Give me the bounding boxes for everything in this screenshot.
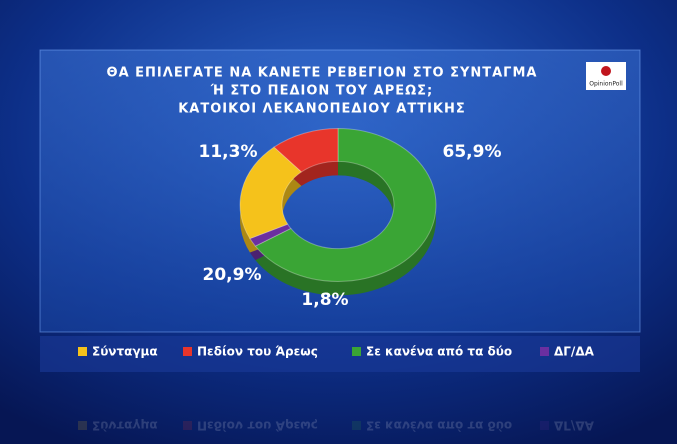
legend-label: ΔΓ/ΔΑ — [554, 419, 595, 433]
data-label: 65,9% — [443, 142, 502, 162]
slice — [239, 146, 303, 240]
slice — [254, 128, 437, 282]
legend-label: Πεδίον του Άρεως — [197, 419, 318, 433]
legend-swatch — [183, 421, 192, 430]
slice — [273, 128, 339, 173]
legend-swatch — [540, 347, 549, 356]
legend-swatch — [352, 347, 361, 356]
legend-swatch — [78, 347, 87, 356]
legend-swatch — [78, 421, 87, 430]
chart-title: ΚΑΤΟΙΚΟΙ ΛΕΚΑΝΟΠΕΔΙΟΥ ΑΤΤΙΚΗΣ — [178, 102, 466, 117]
legend-label: ΔΓ/ΔΑ — [554, 345, 595, 359]
legend-label: Πεδίον του Άρεως — [197, 345, 318, 359]
legend-swatch — [352, 421, 361, 430]
chart-title: Ή ΣΤΟ ΠΕΔΙΟΝ ΤΟΥ ΑΡΕΩΣ; — [210, 84, 434, 99]
slice — [249, 223, 292, 247]
chart-title: ΘΑ ΕΠΙΛΕΓΑΤΕ ΝΑ ΚΑΝΕΤΕ ΡΕΒΕΓΙΟΝ ΣΤΟ ΣΥΝΤ… — [107, 66, 538, 81]
data-label: 20,9% — [203, 265, 262, 285]
legend-label: Σύνταγμα — [92, 419, 158, 433]
legend-swatch — [540, 421, 549, 430]
legend-label: Σύνταγμα — [92, 345, 158, 359]
legend-label: Σε κανένα από τα δύο — [366, 345, 512, 359]
legend-swatch — [183, 347, 192, 356]
legend-reflection: Σύνταγμα Πεδίον του Άρεως Σε κανένα από τα… — [78, 419, 595, 433]
data-label: 11,3% — [199, 142, 258, 162]
logo-text: OpinionPoll — [589, 81, 623, 88]
data-label: 1,8% — [301, 290, 348, 310]
logo-icon — [601, 66, 611, 76]
legend-label: Σε κανένα από τα δύο — [366, 419, 512, 433]
